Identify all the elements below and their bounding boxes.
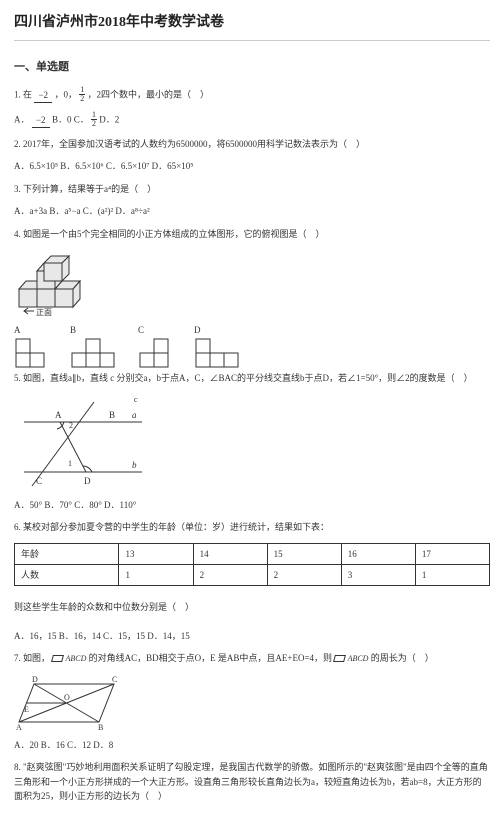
question-3-options: A．a+3a B．a⁵−a C．(a²)² D．a⁸÷a² bbox=[14, 204, 490, 218]
svg-text:1: 1 bbox=[68, 459, 72, 468]
q1-text-a: 1. 在 bbox=[14, 90, 34, 100]
svg-text:C: C bbox=[36, 476, 42, 486]
q4-B: B bbox=[70, 325, 76, 335]
svg-text:2: 2 bbox=[69, 421, 73, 430]
q6-h2: 14 bbox=[193, 543, 267, 564]
q6-table: 年龄 13 14 15 16 17 人数 1 2 2 3 1 bbox=[14, 543, 490, 587]
title-divider bbox=[14, 40, 490, 41]
q6-h3: 15 bbox=[267, 543, 341, 564]
q4-A: A bbox=[14, 325, 21, 335]
q6-h5: 17 bbox=[415, 543, 489, 564]
q1-opts-d: D．2 bbox=[99, 115, 119, 125]
q7-figure: D C O A E B bbox=[14, 674, 490, 734]
q6-r1: 1 bbox=[119, 564, 193, 585]
q6-r2: 2 bbox=[193, 564, 267, 585]
q7-b: 的对角线AC，BD相交于点O，E 是AB中点，且AE+EO=4，则 bbox=[89, 653, 335, 663]
q4-options-row: A B C D bbox=[14, 323, 490, 371]
svg-text:b: b bbox=[132, 460, 137, 470]
q6-r4: 3 bbox=[341, 564, 415, 585]
table-row: 年龄 13 14 15 16 17 bbox=[15, 543, 490, 564]
question-2: 2. 2017年，全国参加汉语考试的人数约为6500000，将6500000用科… bbox=[14, 137, 490, 151]
question-6: 6. 某校对部分参加夏令营的中学生的年龄（单位：岁）进行统计，结果如下表： bbox=[14, 520, 490, 534]
q6-r3: 2 bbox=[267, 564, 341, 585]
svg-text:A: A bbox=[16, 723, 22, 732]
q6-r5: 1 bbox=[415, 564, 489, 585]
q6-h1: 13 bbox=[119, 543, 193, 564]
svg-text:D: D bbox=[84, 476, 91, 486]
q5-figure: c A 2 a B C 1 D b bbox=[14, 394, 490, 494]
question-3: 3. 下列计算，结果等于a⁴的是（ ） bbox=[14, 182, 490, 196]
svg-text:A: A bbox=[55, 410, 62, 420]
q7-a: 7. 如图， bbox=[14, 653, 50, 663]
q6-h0: 年龄 bbox=[15, 543, 119, 564]
question-8: 8. "赵爽弦图"巧妙地利用面积关系证明了勾股定理，是我国古代数学的骄傲。如图所… bbox=[14, 760, 490, 803]
q7-abcd: ABCD bbox=[66, 654, 87, 663]
q1-frac2-den: 2 bbox=[91, 120, 97, 128]
page-title: 四川省泸州市2018年中考数学试卷 bbox=[14, 12, 490, 34]
q1-frac: 1 2 bbox=[79, 86, 85, 103]
question-1: 1. 在 −2 ，0， 1 2 ，2四个数中，最小的是（ ） bbox=[14, 87, 490, 104]
q6-h4: 16 bbox=[341, 543, 415, 564]
q1-neg2: −2 bbox=[34, 88, 52, 103]
question-7-options: A．20 B．16 C．12 D．8 bbox=[14, 738, 490, 752]
q1-frac2: 1 2 bbox=[91, 111, 97, 128]
q4-opt-b: B bbox=[70, 323, 120, 371]
question-6-line2: 则这些学生年龄的众数和中位数分别是（ ） bbox=[14, 600, 490, 614]
q4-main-figure: 正面 bbox=[14, 249, 490, 319]
front-label: 正面 bbox=[36, 308, 52, 317]
question-7: 7. 如图， ABCD 的对角线AC，BD相交于点O，E 是AB中点，且AE+E… bbox=[14, 651, 490, 666]
svg-text:O: O bbox=[64, 693, 70, 702]
q7-c: 的周长为（ ） bbox=[371, 653, 434, 663]
q1-tail: ，2四个数中，最小的是（ ） bbox=[88, 90, 210, 100]
q1-opts-a: A． bbox=[14, 115, 30, 125]
parallelogram-icon bbox=[52, 655, 63, 663]
question-5: 5. 如图，直线a∥b，直线 c 分别交a，b于点A，C，∠BAC的平分线交直线… bbox=[14, 371, 490, 385]
q4-D: D bbox=[194, 325, 201, 335]
q6-r0: 人数 bbox=[15, 564, 119, 585]
q4-opt-c: C bbox=[138, 323, 176, 371]
parallelogram-icon bbox=[334, 655, 345, 663]
section-1-heading: 一、单选题 bbox=[14, 59, 490, 77]
svg-text:a: a bbox=[132, 410, 137, 420]
svg-text:C: C bbox=[112, 675, 117, 684]
svg-text:D: D bbox=[32, 675, 38, 684]
question-1-options: A． −2 B．0 C． 1 2 D．2 bbox=[14, 112, 490, 129]
q5-l1: 5. 如图，直线a∥b，直线 c 分别交a，b于点A，C，∠BAC的平分线交直线… bbox=[14, 373, 473, 383]
svg-text:B: B bbox=[98, 723, 103, 732]
q1-mid: ，0， bbox=[55, 90, 78, 100]
q4-opt-d: D bbox=[194, 323, 244, 371]
q1-optA: −2 bbox=[32, 113, 50, 128]
q4-opt-a: A bbox=[14, 323, 52, 371]
q1-opts-b: B．0 C． bbox=[52, 115, 89, 125]
svg-text:c: c bbox=[134, 395, 138, 404]
q4-C: C bbox=[138, 325, 144, 335]
question-5-options: A．50° B．70° C．80° D．110° bbox=[14, 498, 490, 512]
svg-text:B: B bbox=[109, 410, 115, 420]
table-row: 人数 1 2 2 3 1 bbox=[15, 564, 490, 585]
question-2-options: A．6.5×10⁵ B．6.5×10⁶ C．6.5×10⁷ D．65×10⁵ bbox=[14, 159, 490, 173]
q1-frac-den: 2 bbox=[79, 95, 85, 103]
q7-abcd2: ABCD bbox=[348, 654, 369, 663]
question-4: 4. 如图是一个由5个完全相同的小正方体组成的立体图形，它的俯视图是（ ） bbox=[14, 227, 490, 241]
question-6-options: A．16，15 B．16，14 C．15，15 D．14，15 bbox=[14, 629, 490, 643]
